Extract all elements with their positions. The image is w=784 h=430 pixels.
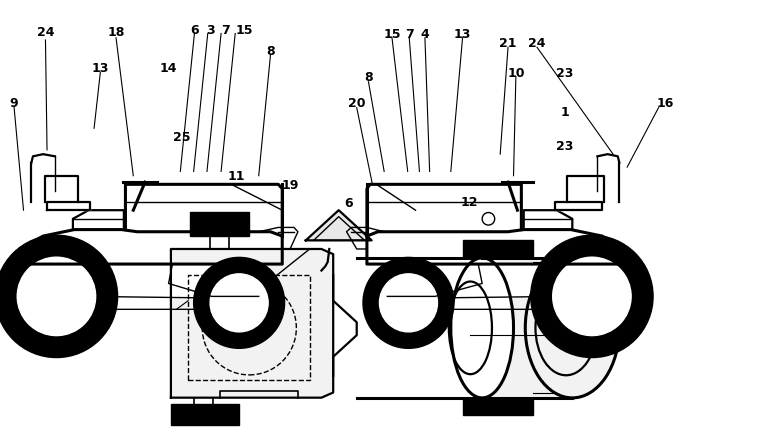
Polygon shape xyxy=(47,202,90,211)
Text: 21: 21 xyxy=(499,37,517,49)
Polygon shape xyxy=(306,211,372,241)
Text: 8: 8 xyxy=(266,45,275,58)
Text: 11: 11 xyxy=(228,170,245,183)
Polygon shape xyxy=(190,213,249,236)
Text: 15: 15 xyxy=(236,24,253,37)
Polygon shape xyxy=(482,258,572,398)
Text: 16: 16 xyxy=(656,97,673,110)
Polygon shape xyxy=(463,241,533,258)
Polygon shape xyxy=(555,202,602,211)
Text: 3: 3 xyxy=(205,24,215,37)
Circle shape xyxy=(0,236,118,358)
Polygon shape xyxy=(567,176,604,202)
Polygon shape xyxy=(45,176,78,202)
Ellipse shape xyxy=(451,258,514,398)
Text: 18: 18 xyxy=(107,26,125,39)
Text: 4: 4 xyxy=(420,28,430,41)
Polygon shape xyxy=(171,404,239,425)
Polygon shape xyxy=(463,398,533,415)
Polygon shape xyxy=(171,249,333,398)
Polygon shape xyxy=(78,264,270,299)
Circle shape xyxy=(363,258,454,349)
Text: 7: 7 xyxy=(221,24,230,37)
Text: 6: 6 xyxy=(190,24,199,37)
Text: 6: 6 xyxy=(344,197,354,209)
Text: 23: 23 xyxy=(556,140,573,153)
Text: 15: 15 xyxy=(383,28,401,41)
Text: 9: 9 xyxy=(9,97,19,110)
Text: 25: 25 xyxy=(173,131,191,144)
Circle shape xyxy=(210,274,268,332)
Text: 12: 12 xyxy=(460,196,477,209)
Circle shape xyxy=(194,258,285,349)
Text: 24: 24 xyxy=(528,37,546,49)
Text: 8: 8 xyxy=(364,71,373,84)
Text: 20: 20 xyxy=(348,97,365,110)
Text: 10: 10 xyxy=(507,67,524,80)
Text: 24: 24 xyxy=(37,26,54,39)
Circle shape xyxy=(553,258,631,336)
Text: 14: 14 xyxy=(160,62,177,75)
Text: 23: 23 xyxy=(556,67,573,80)
Circle shape xyxy=(17,258,96,336)
Text: 13: 13 xyxy=(92,62,109,75)
Text: 13: 13 xyxy=(454,28,471,41)
Circle shape xyxy=(531,236,653,358)
Text: 7: 7 xyxy=(405,28,414,41)
Ellipse shape xyxy=(525,258,619,398)
Text: 1: 1 xyxy=(560,105,569,118)
Text: 19: 19 xyxy=(281,178,299,191)
Circle shape xyxy=(379,274,437,332)
Polygon shape xyxy=(376,264,568,299)
